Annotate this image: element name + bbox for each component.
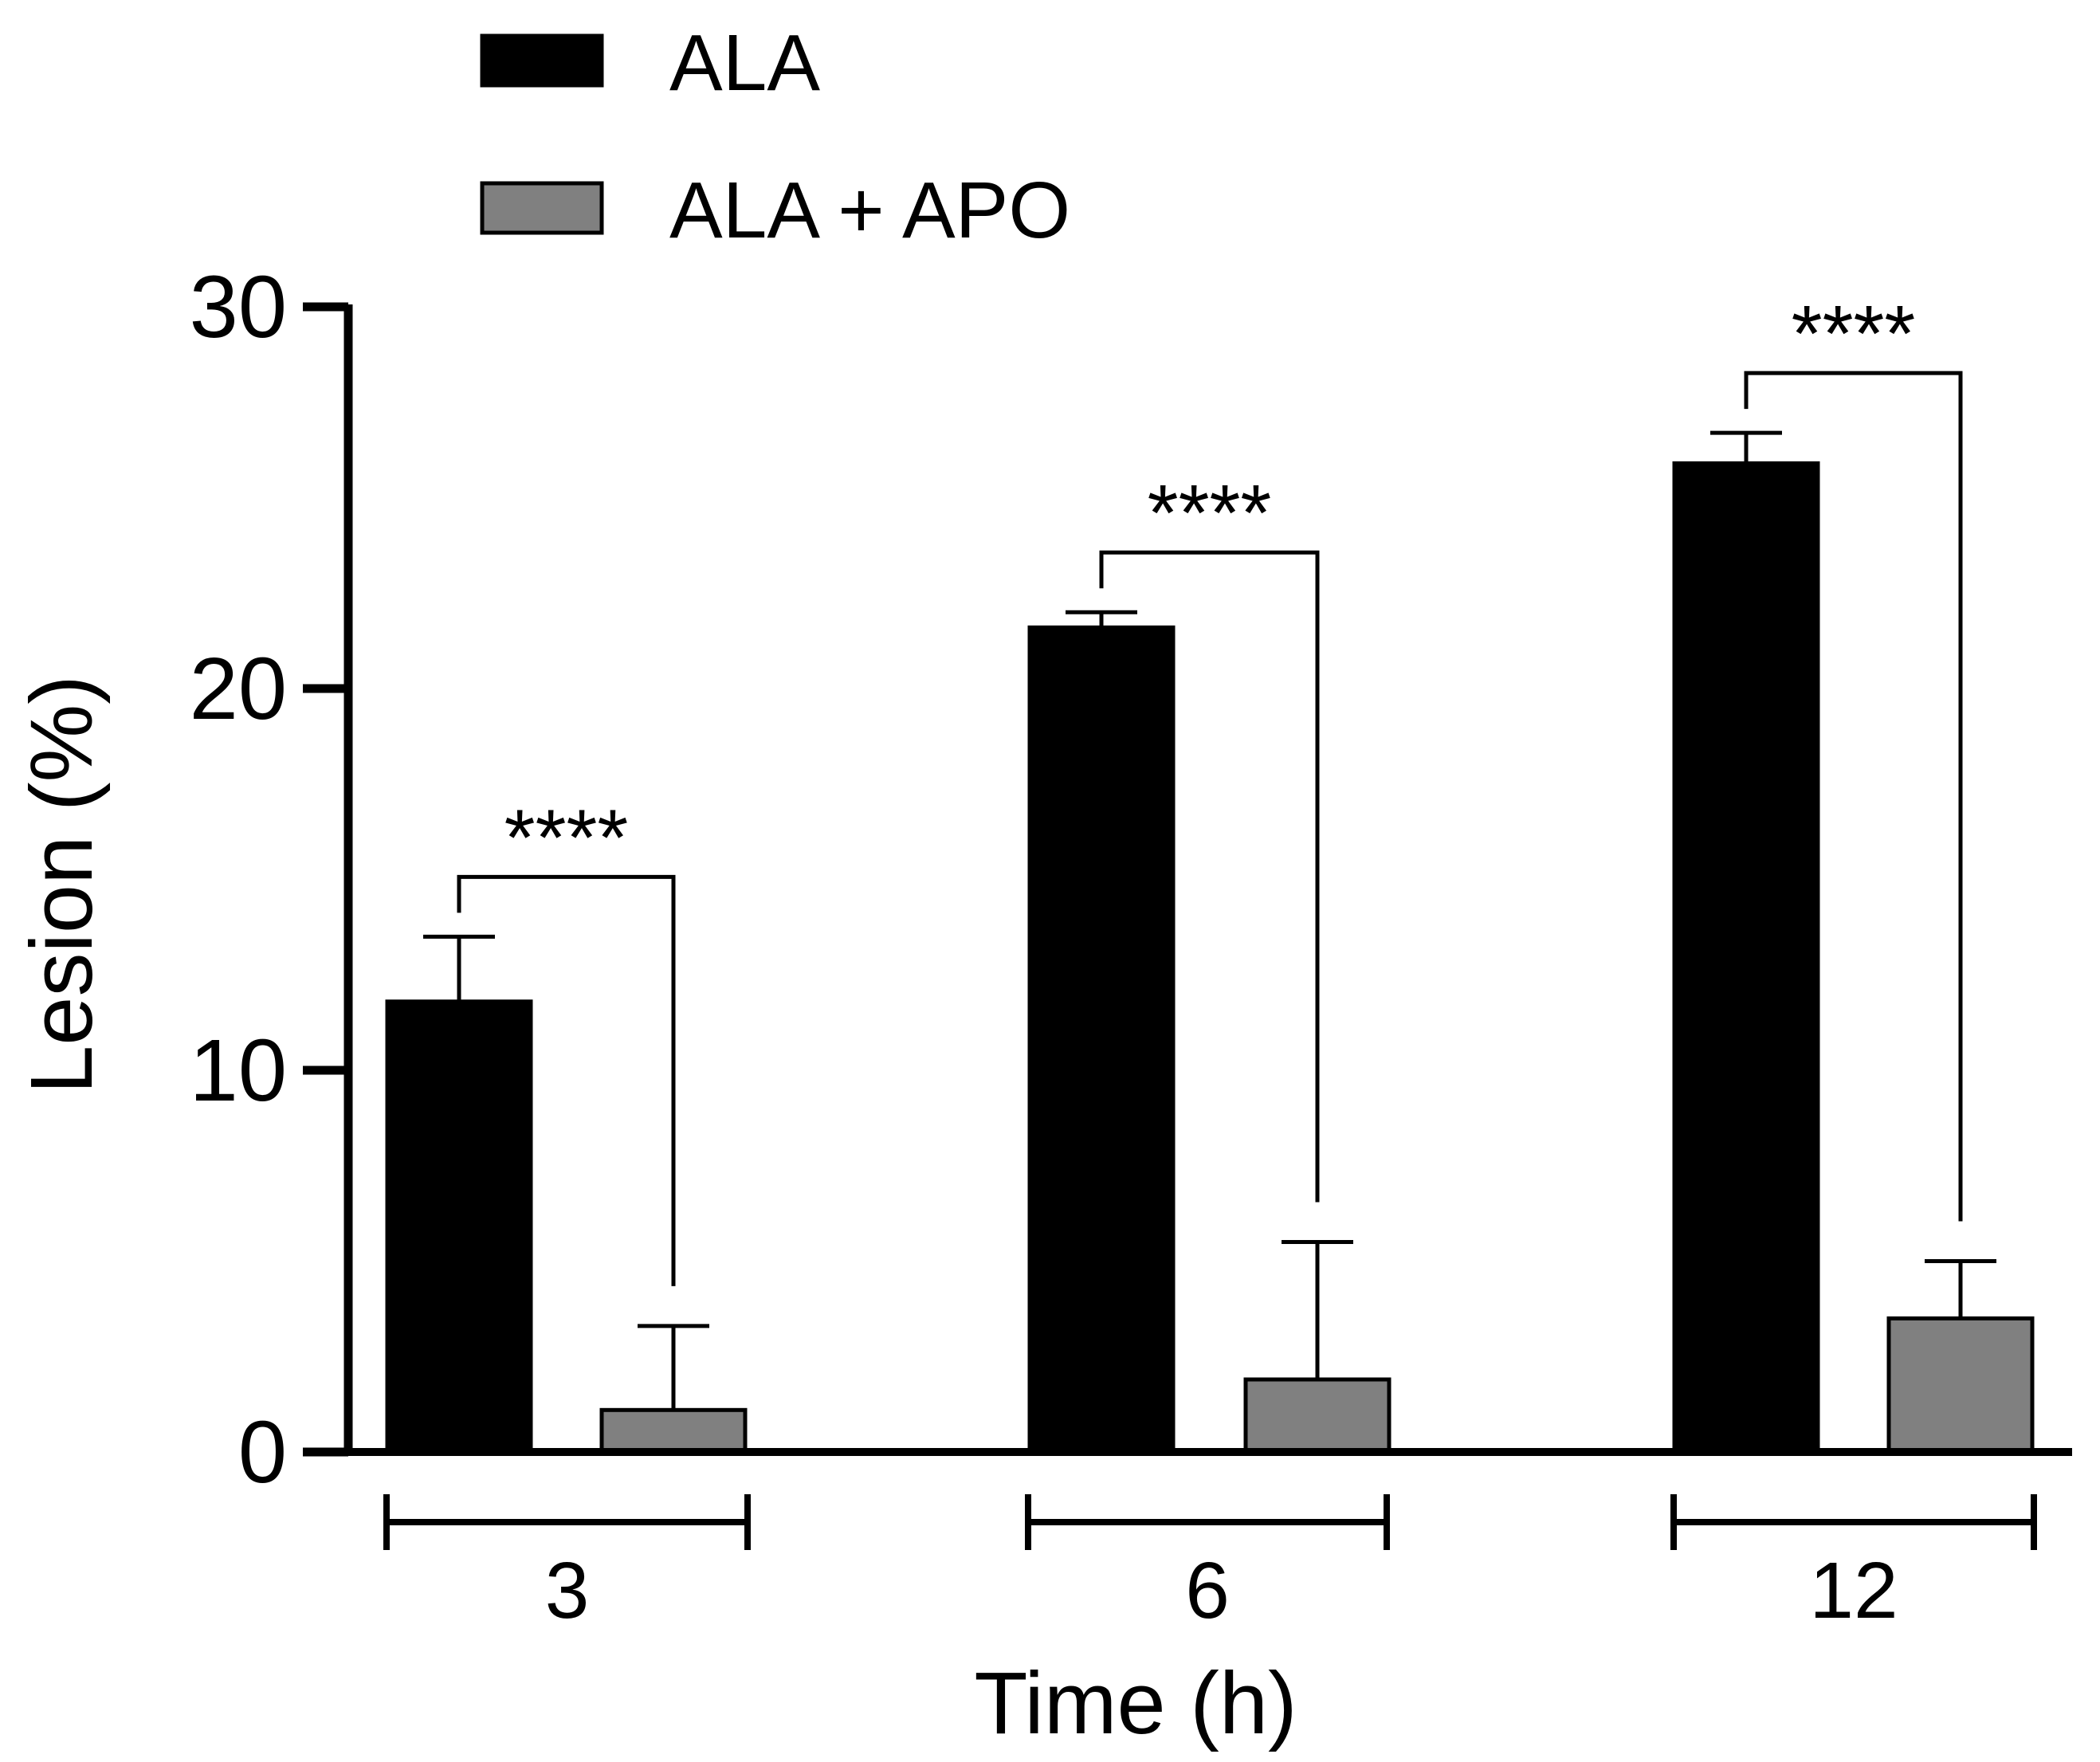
legend-swatch-ala-apo: [480, 181, 604, 235]
y-tick-label-10: 10: [190, 1022, 287, 1120]
bar-ala-apo-12: [1886, 1316, 2035, 1454]
bar-ala-apo-6: [1243, 1377, 1391, 1454]
bar-ala-apo-3: [599, 1407, 748, 1454]
y-axis-title: Lesion (%): [13, 675, 111, 1094]
y-tick-label-0: 0: [238, 1403, 287, 1501]
significance-bracket-3: [457, 874, 676, 1286]
legend-label-ala-apo: ALA + APO: [669, 166, 1070, 255]
x-axis-title: Time (h): [974, 1654, 1297, 1752]
significance-bracket-12: [1744, 371, 1963, 1222]
legend-label-ala: ALA: [669, 18, 820, 108]
bar-ala-12: [1672, 461, 1820, 1454]
legend: ALA ALA + APO: [480, 18, 1070, 255]
y-tick-label-30: 30: [190, 258, 287, 356]
x-tick-label-6: 6: [1185, 1546, 1230, 1635]
significance-label-6: ****: [1148, 469, 1272, 558]
y-tick-label-20: 20: [190, 640, 287, 738]
significance-bracket-6: [1099, 550, 1320, 1203]
bar-ala-6: [1027, 625, 1176, 1454]
bar-ala-3: [385, 999, 533, 1454]
legend-swatch-ala: [480, 33, 604, 88]
x-tick-label-3: 3: [545, 1546, 590, 1635]
x-tick-label-12: 12: [1809, 1546, 1898, 1635]
significance-label-12: ****: [1792, 289, 1916, 379]
plot-area: **** **** **** 0 10 20 30 3 6 12: [190, 258, 2072, 1635]
significance-label-3: ****: [504, 793, 629, 882]
